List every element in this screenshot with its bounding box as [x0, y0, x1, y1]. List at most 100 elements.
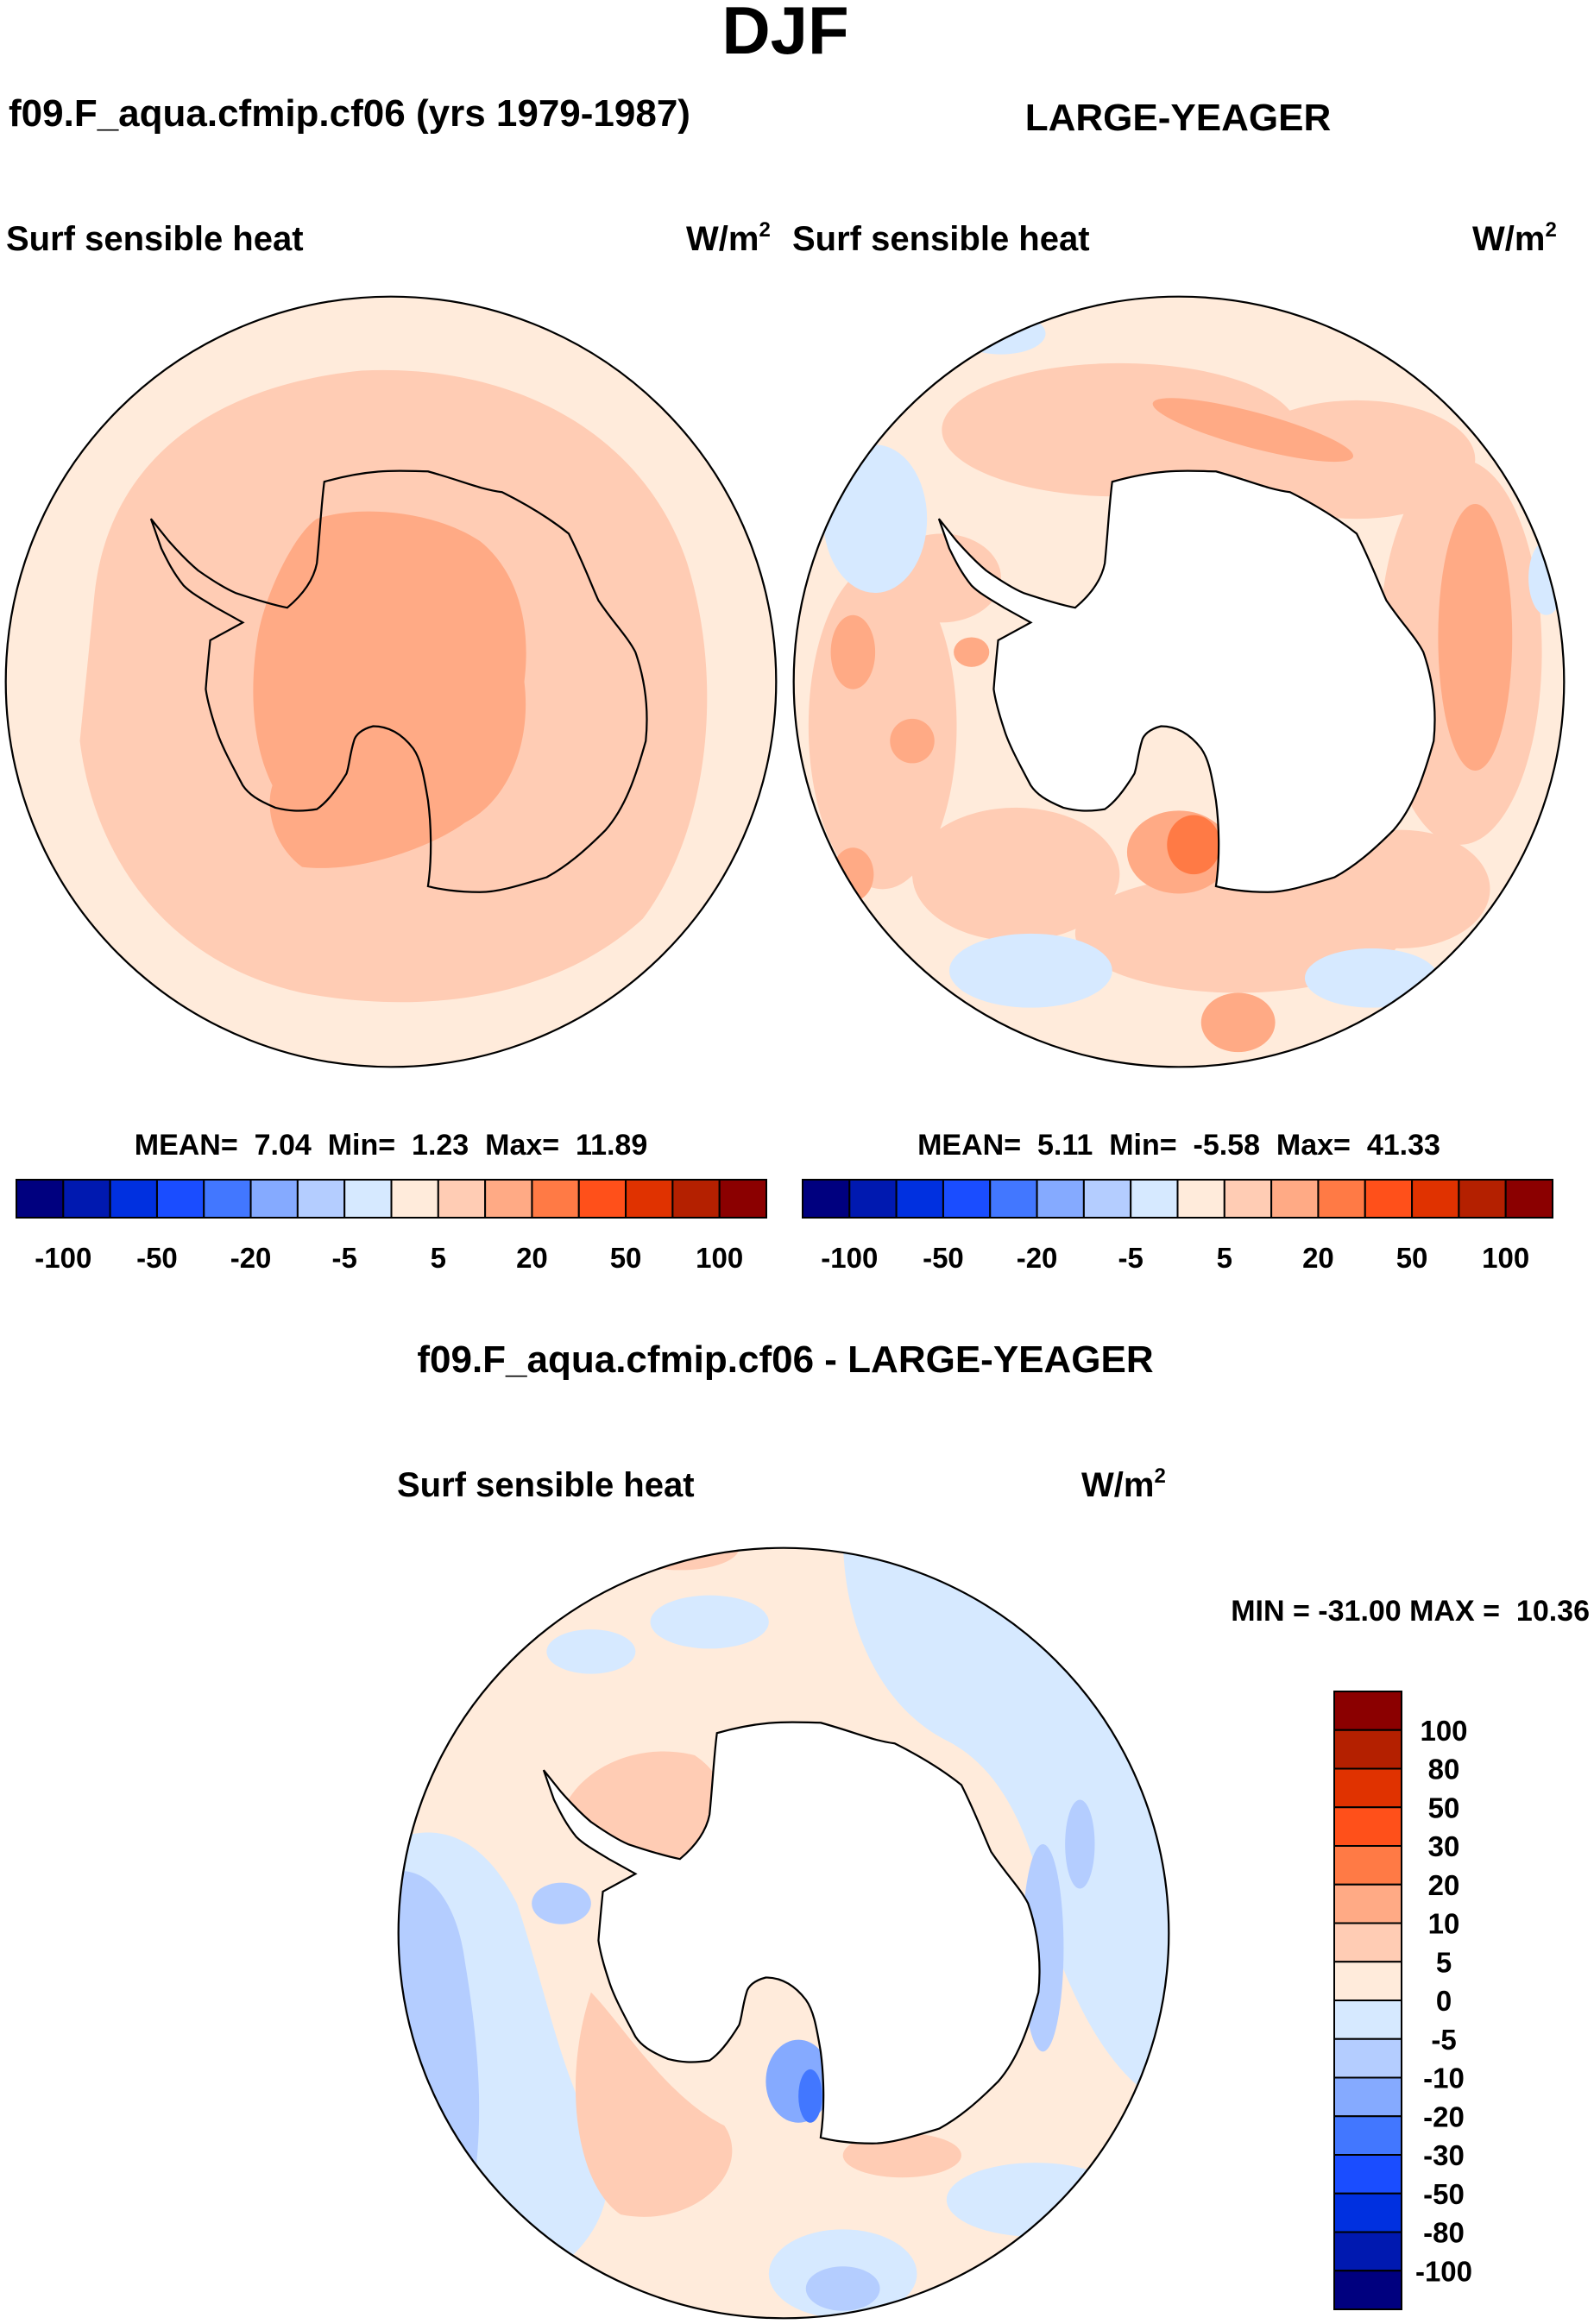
panel2-stats: MEAN= 5.11 Min= -5.58 Max= 41.33 — [917, 1129, 1440, 1162]
colorbar-tick-label: 100 — [696, 1242, 743, 1274]
colorbar-box — [531, 1179, 580, 1219]
colorbar-tick-label: -50 — [923, 1242, 964, 1274]
colorbar-box — [203, 1179, 252, 1219]
colorbar-tick-label: 50 — [1396, 1242, 1428, 1274]
map-boundary — [4, 295, 778, 1068]
colorbar-box — [1333, 2231, 1402, 2272]
colorbar-box — [1036, 1179, 1085, 1219]
colorbar-box — [671, 1179, 721, 1219]
colorbar-box — [942, 1179, 992, 1219]
colorbar-tick-label: 50 — [1428, 1792, 1460, 1823]
map-diff — [397, 1546, 1170, 2320]
colorbar-tick-label: 5 — [431, 1242, 446, 1274]
panel2-variable: Surf sensible heat — [792, 220, 1090, 258]
colorbar-tick-label: 30 — [1428, 1830, 1460, 1862]
panel2-units: W/m2 — [1472, 218, 1557, 258]
colorbar-box — [1130, 1179, 1179, 1219]
colorbar-tick-label: -100 — [821, 1242, 878, 1274]
panel1-units: W/m2 — [686, 218, 771, 258]
colorbar-box — [625, 1179, 674, 1219]
map-panel2 — [792, 295, 1566, 1068]
map-boundary — [792, 295, 1566, 1068]
colorbar-tick-label: -10 — [1423, 2063, 1465, 2094]
colorbar-tick-label: -100 — [35, 1242, 91, 1274]
colorbar-tick-label: 100 — [1482, 1242, 1529, 1274]
colorbar-tick-label: -20 — [230, 1242, 272, 1274]
colorbar-box — [718, 1179, 767, 1219]
colorbar-box — [1333, 2154, 1402, 2195]
colorbar-tick-label: 20 — [1302, 1242, 1334, 1274]
colorbar-box — [1333, 2270, 1402, 2310]
colorbar-box — [1333, 2037, 1402, 2079]
colorbar-box — [1411, 1179, 1460, 1219]
colorbar-tick-label: 20 — [1428, 1869, 1460, 1901]
colorbar-box — [1082, 1179, 1132, 1219]
colorbar-box — [1333, 1883, 1402, 1924]
colorbar-box — [1458, 1179, 1507, 1219]
map-panel1 — [4, 295, 778, 1068]
panel1-stats: MEAN= 7.04 Min= 1.23 Max= 11.89 — [135, 1129, 648, 1162]
colorbar-box — [1333, 1961, 1402, 2001]
colorbar-tick-label: 0 — [1436, 1985, 1452, 2017]
contour-neg30-neg20 — [798, 2069, 822, 2123]
colorbar-tick-label: -30 — [1423, 2139, 1465, 2171]
colorbar-box — [1333, 1691, 1402, 1731]
contour-10-20 — [830, 398, 1513, 1053]
contour-10-20 — [253, 511, 526, 868]
colorbar-box — [802, 1179, 851, 1219]
colorbar-tick-label: 5 — [1217, 1242, 1232, 1274]
colorbar-box — [1333, 1922, 1402, 1963]
colorbar-box — [249, 1179, 299, 1219]
colorbar-tick-label: 100 — [1420, 1715, 1467, 1747]
colorbar-box — [1333, 1845, 1402, 1886]
colorbar-box — [848, 1179, 898, 1219]
colorbar-box — [437, 1179, 487, 1219]
colorbar-box — [1333, 2192, 1402, 2233]
colorbar-box — [577, 1179, 627, 1219]
diff-minmax: MIN = -31.00 MAX = 10.36 — [1231, 1595, 1590, 1628]
panel1-colorbar: -100 -50 -20 -5 5 20 50 100 — [16, 1179, 767, 1274]
colorbar-box — [1333, 1729, 1402, 1770]
colorbar-box — [484, 1179, 533, 1219]
colorbar-tick-label: -5 — [1431, 2024, 1456, 2056]
panel2-model-title: LARGE-YEAGER — [1025, 97, 1331, 139]
colorbar-box — [1364, 1179, 1414, 1219]
colorbar-box — [62, 1179, 111, 1219]
colorbar-tick-label: -20 — [1017, 1242, 1058, 1274]
colorbar-box — [1270, 1179, 1320, 1219]
colorbar-box — [16, 1179, 65, 1219]
figure-title: DJF — [721, 0, 848, 68]
diff-title: f09.F_aqua.cfmip.cf06 - LARGE-YEAGER — [417, 1338, 1153, 1381]
diff-units: W/m2 — [1081, 1464, 1166, 1504]
colorbar-box — [296, 1179, 346, 1219]
colorbar-box — [989, 1179, 1038, 1219]
colorbar-tick-label: -20 — [1423, 2100, 1465, 2132]
colorbar-tick-label: -100 — [1415, 2255, 1472, 2287]
colorbar-box — [1333, 2000, 1402, 2040]
colorbar-tick-label: 80 — [1428, 1754, 1460, 1786]
colorbar-box — [390, 1179, 439, 1219]
colorbar-box — [1223, 1179, 1273, 1219]
colorbar-box — [1333, 1767, 1402, 1809]
panel1-variable: Surf sensible heat — [6, 220, 304, 258]
colorbar-tick-label: 10 — [1428, 1908, 1460, 1940]
colorbar-box — [1333, 2115, 1402, 2156]
colorbar-box — [1333, 2076, 1402, 2118]
colorbar-tick-label: -5 — [1118, 1242, 1144, 1274]
colorbar-box — [1317, 1179, 1366, 1219]
colorbar-tick-label: 5 — [1436, 1946, 1452, 1978]
panel1-model-title: f09.F_aqua.cfmip.cf06 (yrs 1979-1987) — [9, 92, 690, 135]
colorbar-box — [109, 1179, 158, 1219]
colorbar-box — [1504, 1179, 1553, 1219]
colorbar-box — [1333, 1806, 1402, 1847]
colorbar-tick-label: -5 — [332, 1242, 357, 1274]
colorbar-box — [895, 1179, 944, 1219]
map-boundary — [397, 1546, 1170, 2320]
colorbar-tick-label: 50 — [610, 1242, 642, 1274]
colorbar-box — [155, 1179, 205, 1219]
colorbar-tick-label: 20 — [516, 1242, 548, 1274]
colorbar-box — [343, 1179, 393, 1219]
colorbar-tick-label: -50 — [1423, 2178, 1465, 2210]
